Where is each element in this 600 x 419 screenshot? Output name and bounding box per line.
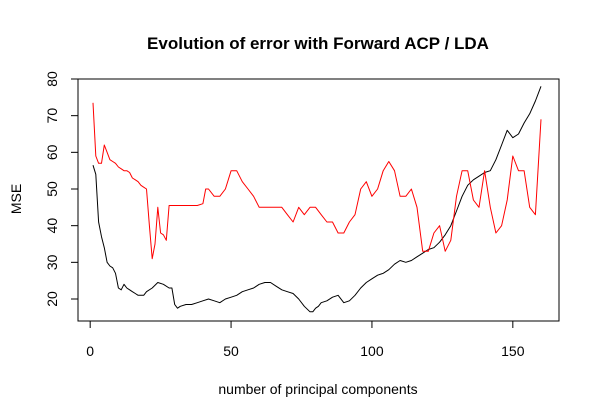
y-tick-label: 60 [44, 144, 60, 160]
x-tick-label: 50 [223, 343, 239, 359]
plot-frame [77, 78, 560, 322]
y-tick-label: 30 [44, 254, 60, 270]
y-tick-label: 70 [44, 108, 60, 124]
chart-title: Evolution of error with Forward ACP / LD… [147, 34, 489, 53]
x-tick-label: 150 [501, 343, 525, 359]
x-axis: 0 50 100 150 [86, 320, 525, 359]
y-tick-label: 20 [44, 291, 60, 307]
x-tick-label: 0 [86, 343, 94, 359]
series-line-2 [92, 102, 542, 260]
series-line-1 [92, 86, 542, 313]
y-tick-label: 80 [44, 71, 60, 87]
y-axis-label: MSE [8, 184, 24, 214]
x-axis-label: number of principal components [218, 381, 417, 397]
x-tick-label: 100 [360, 343, 384, 359]
y-tick-label: 50 [44, 181, 60, 197]
y-tick-label: 40 [44, 218, 60, 234]
series-layer [92, 86, 542, 313]
y-axis: 20 30 40 50 60 70 80 [44, 71, 79, 307]
